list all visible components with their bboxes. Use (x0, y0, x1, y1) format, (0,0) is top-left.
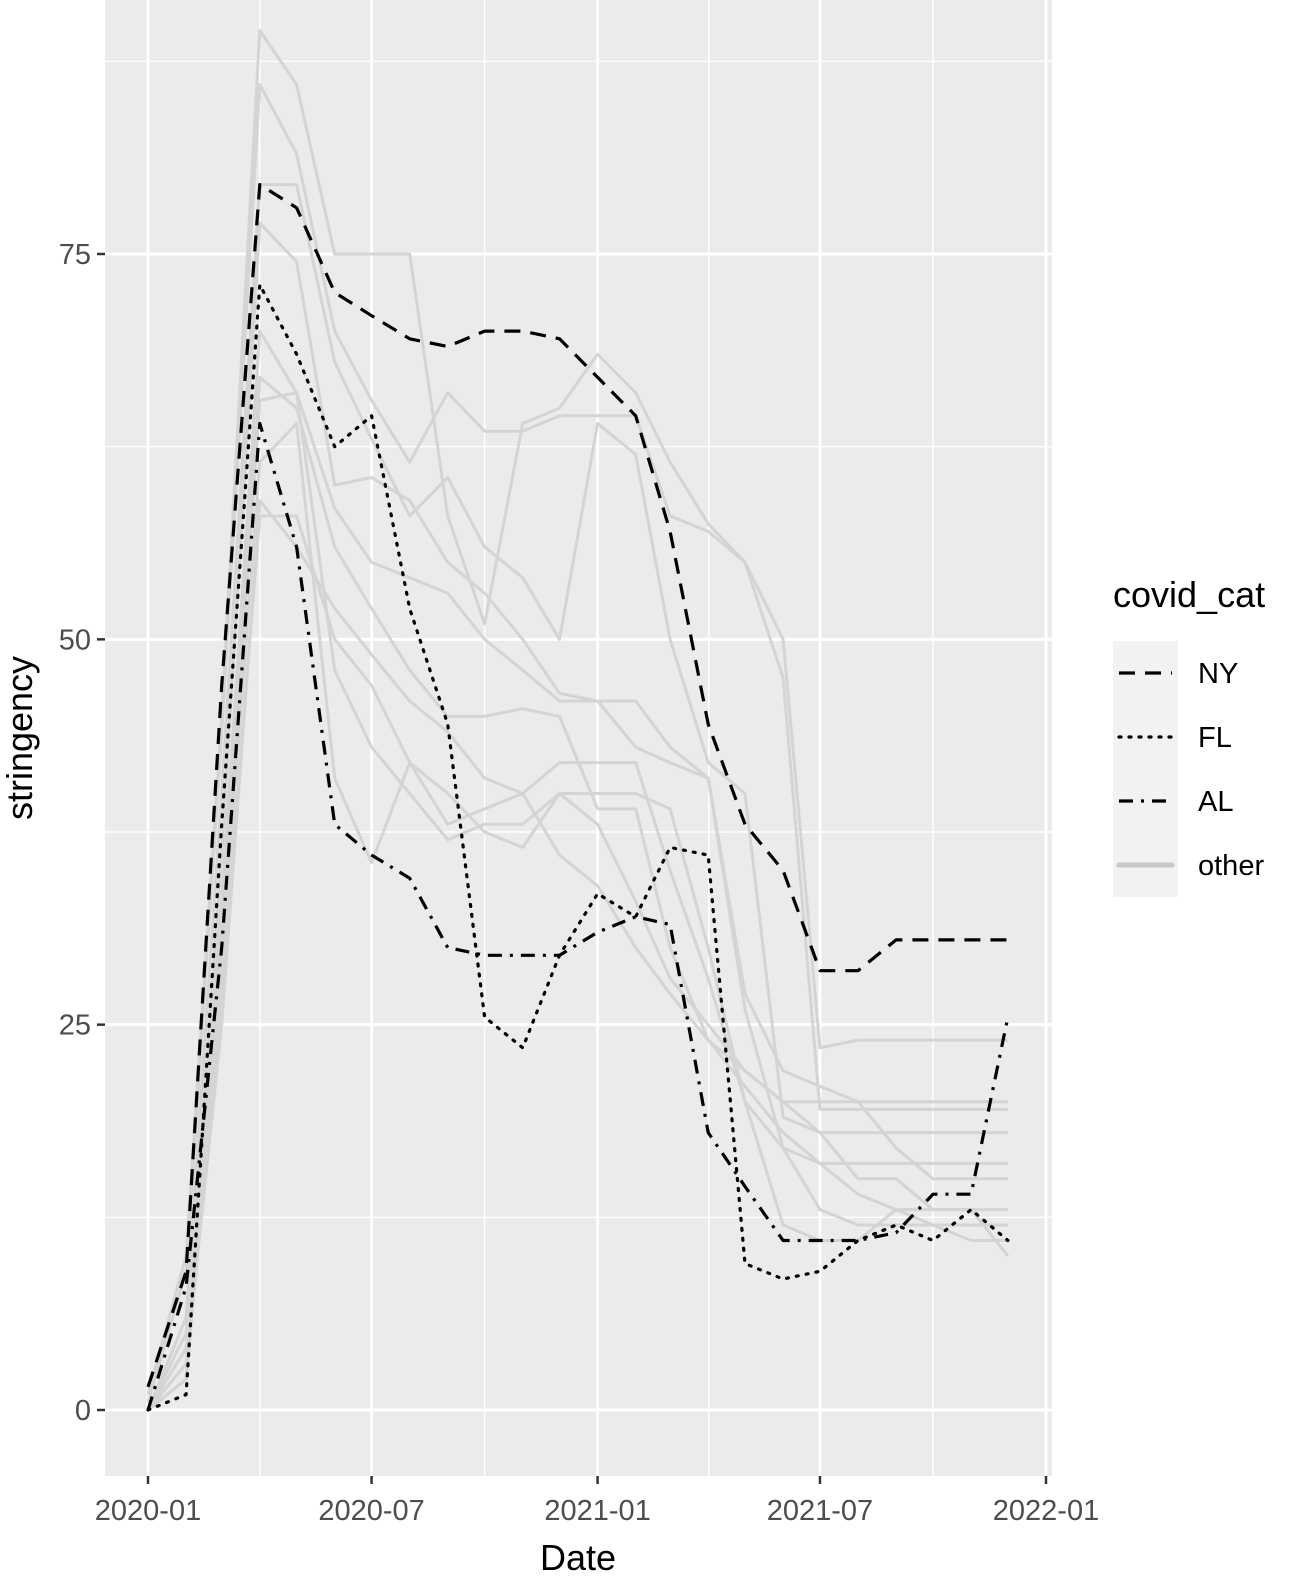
other-series-line-7 (147, 391, 1008, 1412)
y-tick-label: 25 (59, 1010, 91, 1042)
x-tick-label: 2020-07 (318, 1495, 424, 1527)
legend: covid_cat NY FL AL other (1113, 574, 1265, 897)
legend-label: AL (1198, 786, 1233, 818)
x-axis-title: Date (540, 1537, 616, 1577)
legend-label: other (1198, 850, 1264, 882)
other-series-line-5 (146, 329, 1008, 1411)
y-tick-label: 0 (75, 1395, 91, 1427)
other-series-line-1 (146, 29, 1008, 1395)
x-tick-label: 2022-01 (993, 1495, 1099, 1527)
other-series-line-4 (146, 221, 1008, 1411)
highlighted-series-lines (146, 183, 1010, 1412)
legend-label: NY (1198, 658, 1238, 690)
legend-label: FL (1198, 722, 1232, 754)
legend-entry-other: other (1113, 833, 1264, 897)
other-series-line-10 (146, 499, 1008, 1411)
other-series-line-8 (146, 422, 1008, 1411)
legend-key-background (1113, 705, 1178, 769)
legend-entry-fl: FL (1113, 705, 1232, 769)
y-axis-tick-labels: 0 25 50 75 (59, 239, 91, 1427)
other-series-lines (146, 29, 1010, 1412)
x-tick-label: 2021-07 (767, 1495, 873, 1527)
major-gridlines (105, 0, 1052, 1476)
x-axis-tick-labels: 2020-01 2020-07 2021-01 2021-07 2022-01 (95, 1495, 1099, 1527)
legend-title: covid_cat (1113, 574, 1265, 615)
legend-entries: NY FL AL other (1113, 641, 1264, 897)
legend-entry-al: AL (1113, 769, 1233, 833)
other-series-line-3 (146, 183, 1008, 1411)
series-line-al (146, 421, 1010, 1411)
legend-entry-ny: NY (1113, 641, 1238, 705)
x-tick-label: 2020-01 (95, 1495, 201, 1527)
x-tick-label: 2021-01 (544, 1495, 650, 1527)
y-tick-label: 50 (59, 624, 91, 656)
y-axis-title: stringency (0, 656, 40, 820)
plot-panel (105, 0, 1052, 1476)
axis-ticks (97, 252, 1048, 1484)
y-tick-label: 75 (59, 239, 91, 271)
series-line-ny (146, 183, 1008, 1388)
other-series-line-9 (147, 514, 1010, 1412)
